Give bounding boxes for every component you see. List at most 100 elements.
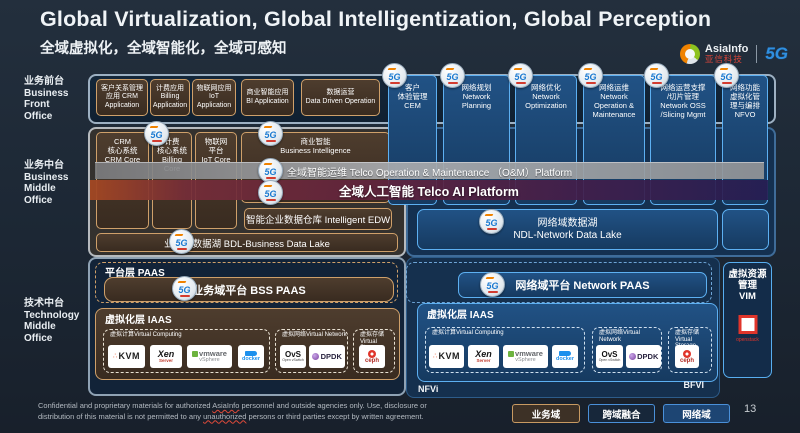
brand-names: AsiaInfo 亚信科技	[705, 44, 748, 64]
vsphere-icon	[192, 350, 199, 357]
bar-telco-om-platform: 全域智能运维 Telco Operation & Maintenance （O&…	[95, 162, 764, 179]
label-iaas-right: 虚拟化层 IAAS	[427, 310, 494, 321]
footer-spellcheck-word: AsiaInfo	[212, 401, 240, 410]
xen-logo-nfvi: Xen Server	[468, 345, 499, 368]
kvm-label: KVM	[118, 351, 140, 361]
vmware-logo: vmware vSphere	[187, 345, 232, 368]
docker-logo: docker	[238, 345, 264, 368]
openstack-label: openstack	[736, 337, 759, 343]
vmware-label: vmware	[515, 349, 543, 358]
vmware-label: vmware	[199, 349, 227, 358]
kvm-logo-nfvi: ∴ KVM	[429, 345, 464, 368]
dashed-paas-left	[95, 262, 398, 303]
box-vim: 虚拟资源 管理 VIM openstack	[723, 262, 772, 378]
xen-sublabel: Server	[476, 357, 491, 363]
5g-badge-icon: 5G	[480, 272, 505, 297]
bar-telco-ai-platform: 全域人工智能 Telco AI Platform	[90, 180, 768, 200]
box-network-data-lake: 网络域数据湖 NDL-Network Data Lake	[417, 209, 718, 250]
vsphere-icon	[508, 350, 515, 357]
label-vim: 虚拟资源 管理 VIM	[728, 269, 767, 302]
dpdk-label: DPDK	[320, 351, 342, 361]
xen-logo: Xen Server	[150, 345, 182, 368]
brand-5g-icon: 5G	[765, 44, 788, 63]
confidentiality-notice: Confidential and proprietary materials f…	[38, 401, 516, 422]
brand-name: AsiaInfo	[704, 43, 749, 55]
5g-badge-icon: 5G	[578, 63, 603, 88]
ovs-sublabel: Open vSwitch	[598, 357, 621, 362]
box-crm-application: 客户关系管理 应用 CRM Application	[96, 79, 148, 116]
dpdk-logo: DPDK	[309, 345, 345, 368]
box-intelligent-edw: 智能企业数据仓库 Intelligent EDW	[244, 208, 392, 230]
docker-label: docker	[241, 355, 261, 362]
dpdk-icon	[628, 353, 636, 360]
dpdk-logo-nfvi: DPDK	[626, 345, 661, 368]
5g-badge-icon: 5G	[479, 209, 504, 234]
box-iot-application: 物联网应用 IoT Application	[192, 79, 236, 116]
5g-badge-icon: 5G	[144, 121, 169, 146]
page-number: 13	[744, 403, 757, 415]
5g-badge-icon: 5G	[714, 63, 739, 88]
docker-whale-icon	[559, 350, 571, 356]
label-nfvi: NFVi	[418, 384, 439, 394]
xen-label: Xen	[157, 348, 175, 359]
box-bi-application: 商业智能应用 BI Application	[241, 79, 294, 116]
legend-cross-domain: 跨域融合	[588, 404, 655, 423]
vsphere-label: vSphere	[199, 356, 220, 363]
page-title: Global Virtualization, Global Intelligen…	[40, 7, 712, 31]
5g-badge-icon: 5G	[508, 63, 533, 88]
group-virtual-network-left: 虚拟网络Virtual Network	[275, 329, 348, 373]
group-virtual-network-right: 虚拟网络Virtual Network	[592, 327, 662, 373]
kvm-logo: ∴ KVM	[108, 345, 145, 368]
kvm-label: KVM	[438, 351, 460, 361]
rail-business-front-office: 业务前台 Business Front Office	[24, 76, 69, 122]
asiainfo-logo-icon	[679, 44, 700, 64]
ceph-label: ceph	[364, 357, 379, 364]
box-iaas-right	[417, 303, 718, 382]
brand-name-cn: 亚信科技	[704, 54, 743, 64]
label-iaas-left: 虚拟化层 IAAS	[105, 315, 172, 326]
openstack-icon	[738, 315, 757, 334]
brand-divider	[756, 45, 758, 63]
box-iaas-left	[95, 308, 400, 380]
ovs-logo-nfvi: OvS Open vSwitch	[596, 345, 623, 368]
label-virtual-network-left: 虚拟网络Virtual Network	[282, 332, 347, 338]
ovs-label: OvS	[601, 349, 618, 359]
page-subtitle: 全域虚拟化，全域智能化，全域可感知	[40, 41, 287, 57]
ovs-logo: OvS Open vSwitch	[280, 345, 306, 368]
label-virtual-computing-left: 虚拟计算Virtual Computing	[110, 332, 182, 338]
box-bss-paas: 业务域平台 BSS PAAS	[104, 277, 394, 302]
box-billing-application: 计费应用 Billing Application	[150, 79, 190, 116]
5g-badge-icon: 5G	[382, 63, 407, 88]
label-virtual-computing-right: 虚拟计算Virtual Computing	[432, 330, 504, 336]
dpdk-icon	[312, 353, 320, 360]
vsphere-label: vSphere	[515, 356, 536, 363]
xen-label: Xen	[475, 348, 492, 359]
ceph-label: ceph	[679, 357, 694, 364]
docker-label: docker	[555, 355, 575, 362]
group-virtual-computing-right: 虚拟计算Virtual Computing	[425, 327, 585, 373]
rail-business-middle-office: 业务中台 Business Middle Office	[24, 160, 69, 206]
legend-business-domain: 业务域	[512, 404, 580, 423]
label-virtual-network-right: 虚拟网络Virtual Network	[599, 330, 640, 343]
rail-technology-middle-office: 技术中台 Technology Middle Office	[24, 298, 80, 344]
brand-lockup: AsiaInfo 亚信科技 5G	[679, 44, 788, 64]
5g-badge-icon: 5G	[258, 121, 283, 146]
footer-text-part: personnel and outside agencies only. Use…	[239, 401, 427, 410]
group-virtual-computing-left: 虚拟计算Virtual Computing	[103, 329, 270, 373]
dpdk-label: DPDK	[637, 351, 659, 361]
ceph-icon	[368, 349, 376, 358]
ceph-logo-nfvi: ceph	[675, 345, 699, 368]
footer-text-part: Confidential and proprietary materials f…	[38, 401, 213, 410]
label-bfvi: BFVI	[683, 380, 704, 390]
label-paas-layer: 平台层 PAAS	[105, 268, 165, 279]
kvm-icon: ∴	[113, 353, 118, 360]
5g-badge-icon: 5G	[440, 63, 465, 88]
xen-sublabel: Server	[158, 357, 173, 363]
kvm-icon: ∴	[433, 353, 438, 360]
box-business-data-lake: 业务域数据湖 BDL-Business Data Lake	[96, 233, 398, 252]
ceph-logo: ceph	[359, 345, 385, 368]
footer-text-part: persons or third parties except by writt…	[246, 411, 424, 421]
legend-network-domain: 网络域	[663, 404, 730, 423]
5g-badge-icon: 5G	[644, 63, 669, 88]
